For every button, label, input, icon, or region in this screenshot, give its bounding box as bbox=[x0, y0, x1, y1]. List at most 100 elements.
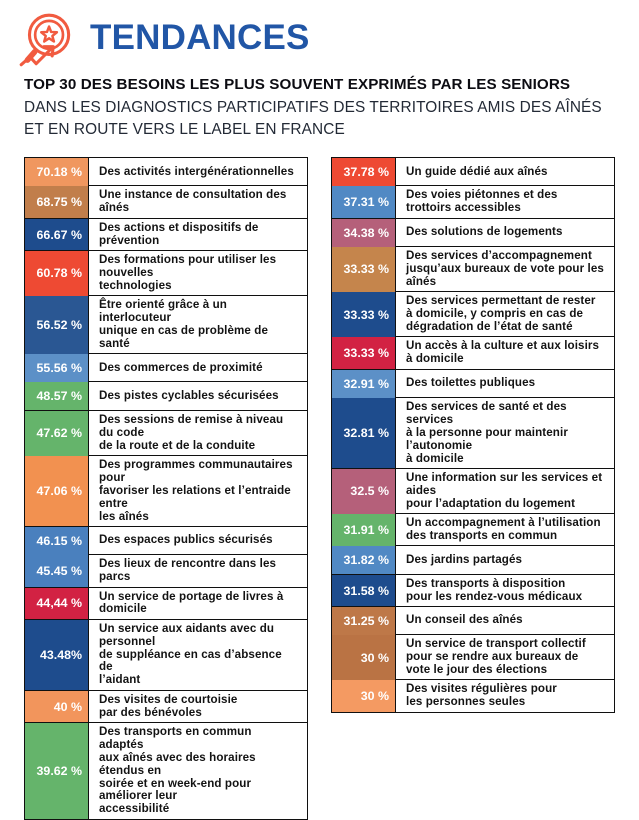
need-label: Un guide dédié aux aînés bbox=[406, 164, 548, 178]
need-row: 70.18 % Des activités intergénérationnell… bbox=[24, 157, 308, 187]
percentage-badge: 37.78 % bbox=[332, 158, 396, 186]
need-label: Des activités intergénérationnelles bbox=[99, 164, 294, 178]
page-subtitle-line1: DANS LES DIAGNOSTICS PARTICIPATIFS DES T… bbox=[24, 99, 602, 116]
percentage-badge: 31.91 % bbox=[332, 513, 396, 546]
percentage-badge: 47.62 % bbox=[25, 410, 89, 456]
need-label: Des jardins partagés bbox=[406, 552, 523, 566]
need-row: 48.57 % Des pistes cyclables sécurisées bbox=[24, 381, 308, 412]
need-label: Des voies piétonnes et des trottoirs acc… bbox=[406, 188, 558, 215]
header: TENDANCES bbox=[0, 0, 639, 67]
need-label: Des transports à disposition pour les re… bbox=[406, 576, 583, 603]
need-row: 31.91 % Un accompagnement à l’utilisation… bbox=[331, 512, 615, 547]
percentage-badge: 34.38 % bbox=[332, 218, 396, 247]
need-row: 30 % Des visites régulières pour les pers… bbox=[331, 679, 615, 714]
need-row: 46.15 % Des espaces publics sécurisés bbox=[24, 525, 308, 556]
need-row: 37.78 % Un guide dédié aux aînés bbox=[331, 157, 615, 187]
need-label: Un service aux aidants avec du personnel… bbox=[99, 621, 282, 687]
need-row: 66.67 % Des actions et dispositifs de pré… bbox=[24, 217, 308, 252]
need-label: Un conseil des aînés bbox=[406, 613, 523, 627]
need-label: Des sessions de remise à niveau du code … bbox=[99, 412, 284, 452]
need-row: 31.82 % Des jardins partagés bbox=[331, 545, 615, 576]
percentage-badge: 48.57 % bbox=[25, 382, 89, 411]
need-row: 32.91 % Des toilettes publiques bbox=[331, 368, 615, 399]
need-label: Être orienté grâce à un interlocuteur un… bbox=[99, 297, 269, 350]
need-row: 31.25 % Un conseil des aînés bbox=[331, 605, 615, 636]
percentage-badge: 32.81 % bbox=[332, 397, 396, 469]
need-label: Des formations pour utiliser les nouvell… bbox=[99, 252, 277, 292]
magnifier-star-trend-icon bbox=[14, 10, 80, 72]
percentage-badge: 32.91 % bbox=[332, 369, 396, 398]
need-row: 47.62 % Des sessions de remise à niveau d… bbox=[24, 409, 308, 457]
need-label: Des services permettant de rester à domi… bbox=[406, 294, 596, 333]
need-row: 31.58 % Des transports à disposition pour… bbox=[331, 573, 615, 608]
percentage-badge: 31.25 % bbox=[332, 606, 396, 635]
need-row: 60.78 % Des formations pour utiliser les … bbox=[24, 249, 308, 297]
need-label: Des actions et dispositifs de prévention bbox=[99, 220, 259, 247]
column-right: 37.78 % Un guide dédié aux aînés 37.31 % De… bbox=[331, 157, 615, 714]
percentage-badge: 44,44 % bbox=[25, 587, 89, 620]
need-row: 37.31 % Des voies piétonnes et des trotto… bbox=[331, 185, 615, 220]
percentage-badge: 68.75 % bbox=[25, 186, 89, 219]
need-label: Une information sur les services et aide… bbox=[406, 470, 603, 510]
percentage-badge: 43.48% bbox=[25, 619, 89, 691]
title-block: TOP 30 DES BESOINS LES PLUS SOUVENT EXPR… bbox=[24, 76, 615, 140]
percentage-badge: 39.62 % bbox=[25, 722, 89, 820]
ranked-needs-table: 70.18 % Des activités intergénérationnell… bbox=[24, 157, 615, 820]
percentage-badge: 66.67 % bbox=[25, 218, 89, 251]
percentage-badge: 31.82 % bbox=[332, 546, 396, 575]
need-row: 56.52 % Être orienté grâce à un interlocu… bbox=[24, 294, 308, 355]
percentage-badge: 60.78 % bbox=[25, 250, 89, 296]
need-row: 33.33 % Des services permettant de rester… bbox=[331, 291, 615, 338]
percentage-badge: 56.52 % bbox=[25, 295, 89, 354]
percentage-badge: 37.31 % bbox=[332, 186, 396, 219]
need-label: Des programmes communautaires pour favor… bbox=[99, 457, 293, 523]
need-label: Des services d’accompagnement jusqu’aux … bbox=[406, 249, 604, 288]
need-label: Des visites de courtoisie par des bénévo… bbox=[99, 692, 238, 719]
page-subtitle-line2: ET EN ROUTE VERS LE LABEL EN FRANCE bbox=[24, 120, 345, 138]
need-label: Des lieux de rencontre dans les parcs bbox=[99, 557, 277, 584]
need-label: Des espaces publics sécurisés bbox=[99, 533, 273, 547]
need-label: Des services de santé et des services à … bbox=[406, 399, 568, 465]
percentage-badge: 30 % bbox=[332, 635, 396, 680]
need-row: 44,44 % Un service de portage de livres à… bbox=[24, 586, 308, 621]
percentage-badge: 45.45 % bbox=[25, 555, 89, 588]
need-label: Un service de portage de livres à domici… bbox=[99, 589, 284, 616]
need-label: Des visites régulières pour les personne… bbox=[406, 682, 557, 709]
brand-title: TENDANCES bbox=[90, 18, 310, 57]
need-label: Un accompagnement à l’utilisation des tr… bbox=[406, 515, 601, 542]
need-row: 47.06 % Des programmes communautaires pou… bbox=[24, 454, 308, 528]
percentage-badge: 55.56 % bbox=[25, 354, 89, 382]
need-row: 32.5 % Une information sur les services e… bbox=[331, 467, 615, 515]
percentage-badge: 70.18 % bbox=[25, 158, 89, 186]
percentage-badge: 33.33 % bbox=[332, 292, 396, 337]
need-label: Des transports en commun adaptés aux aîn… bbox=[99, 724, 256, 816]
need-row: 68.75 % Une instance de consultation des … bbox=[24, 185, 308, 220]
percentage-badge: 31.58 % bbox=[332, 574, 396, 607]
need-row: 55.56 % Des commerces de proximité bbox=[24, 353, 308, 383]
percentage-badge: 33.33 % bbox=[332, 337, 396, 370]
need-row: 33.33 % Un accès à la culture et aux lois… bbox=[331, 336, 615, 371]
need-row: 33.33 % Des services d’accompagnement jus… bbox=[331, 246, 615, 293]
need-row: 34.38 % Des solutions de logements bbox=[331, 217, 615, 248]
percentage-badge: 33.33 % bbox=[332, 247, 396, 292]
percentage-badge: 46.15 % bbox=[25, 526, 89, 555]
need-label: Des commerces de proximité bbox=[99, 360, 263, 374]
need-row: 45.45 % Des lieux de rencontre dans les p… bbox=[24, 554, 308, 589]
need-row: 40 % Des visites de courtoisie par des bé… bbox=[24, 689, 308, 724]
need-label: Une instance de consultation des aînés bbox=[99, 188, 287, 215]
percentage-badge: 30 % bbox=[332, 680, 396, 713]
need-row: 39.62 % Des transports en commun adaptés … bbox=[24, 721, 308, 820]
need-label: Des solutions de logements bbox=[406, 225, 563, 239]
need-label: Des toilettes publiques bbox=[406, 376, 536, 390]
page-title: TOP 30 DES BESOINS LES PLUS SOUVENT EXPR… bbox=[24, 76, 571, 93]
need-label: Un service de transport collectif pour s… bbox=[406, 637, 586, 677]
percentage-badge: 47.06 % bbox=[25, 455, 89, 527]
percentage-badge: 32.5 % bbox=[332, 468, 396, 514]
need-label: Un accès à la culture et aux loisirs à d… bbox=[406, 339, 600, 366]
need-row: 43.48% Un service aux aidants avec du per… bbox=[24, 618, 308, 692]
need-label: Des pistes cyclables sécurisées bbox=[99, 388, 279, 402]
percentage-badge: 40 % bbox=[25, 690, 89, 723]
need-row: 32.81 % Des services de santé et des serv… bbox=[331, 396, 615, 470]
column-left: 70.18 % Des activités intergénérationnell… bbox=[24, 157, 308, 820]
need-row: 30 % Un service de transport collectif po… bbox=[331, 634, 615, 681]
